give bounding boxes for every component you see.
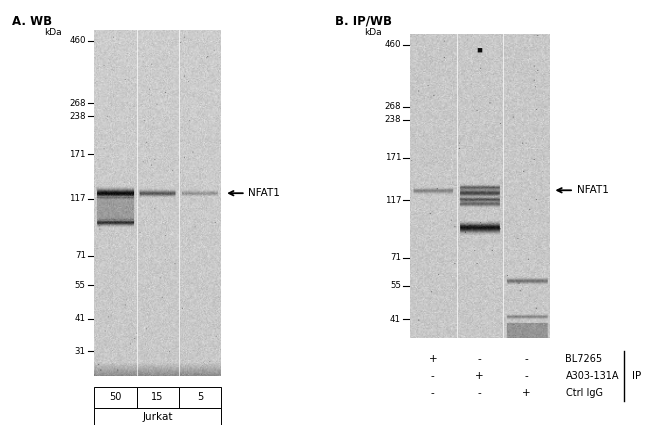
Text: BL7265: BL7265 <box>566 354 603 364</box>
Text: -: - <box>524 354 528 364</box>
Text: 460: 460 <box>385 40 401 49</box>
Text: 268: 268 <box>385 102 401 111</box>
Text: +: + <box>475 371 484 381</box>
Text: -: - <box>431 371 435 381</box>
Text: 117: 117 <box>385 196 401 204</box>
Text: 55: 55 <box>390 281 401 290</box>
Text: 41: 41 <box>390 315 401 324</box>
Bar <box>94 408 221 425</box>
Text: -: - <box>431 388 435 398</box>
Text: B. IP/WB: B. IP/WB <box>335 15 392 28</box>
Text: kDa: kDa <box>44 28 62 37</box>
Text: -: - <box>478 388 481 398</box>
Text: 117: 117 <box>70 194 86 203</box>
Text: 171: 171 <box>70 150 86 159</box>
Text: 55: 55 <box>75 280 86 290</box>
Text: 238: 238 <box>385 115 401 124</box>
Text: 15: 15 <box>151 392 164 402</box>
Text: A. WB: A. WB <box>12 15 52 28</box>
Text: 238: 238 <box>70 112 86 121</box>
Bar <box>136 387 179 408</box>
Text: A303-131A: A303-131A <box>566 371 619 381</box>
Bar <box>179 387 221 408</box>
Text: Ctrl IgG: Ctrl IgG <box>566 388 603 398</box>
Text: 5: 5 <box>197 392 203 402</box>
Text: Jurkat: Jurkat <box>142 411 173 422</box>
Text: 71: 71 <box>75 252 86 261</box>
Text: +: + <box>428 354 437 364</box>
Text: 171: 171 <box>385 153 401 162</box>
Text: 268: 268 <box>70 99 86 108</box>
Text: 50: 50 <box>109 392 122 402</box>
Text: kDa: kDa <box>364 28 382 37</box>
Bar <box>94 387 136 408</box>
Text: NFAT1: NFAT1 <box>248 188 280 198</box>
Text: -: - <box>524 371 528 381</box>
Text: 31: 31 <box>75 347 86 356</box>
Text: +: + <box>522 388 530 398</box>
Text: IP: IP <box>632 371 641 381</box>
Text: 460: 460 <box>70 36 86 45</box>
Text: NFAT1: NFAT1 <box>577 185 608 195</box>
Text: -: - <box>478 354 481 364</box>
Text: 71: 71 <box>390 253 401 262</box>
Text: 41: 41 <box>75 314 86 323</box>
